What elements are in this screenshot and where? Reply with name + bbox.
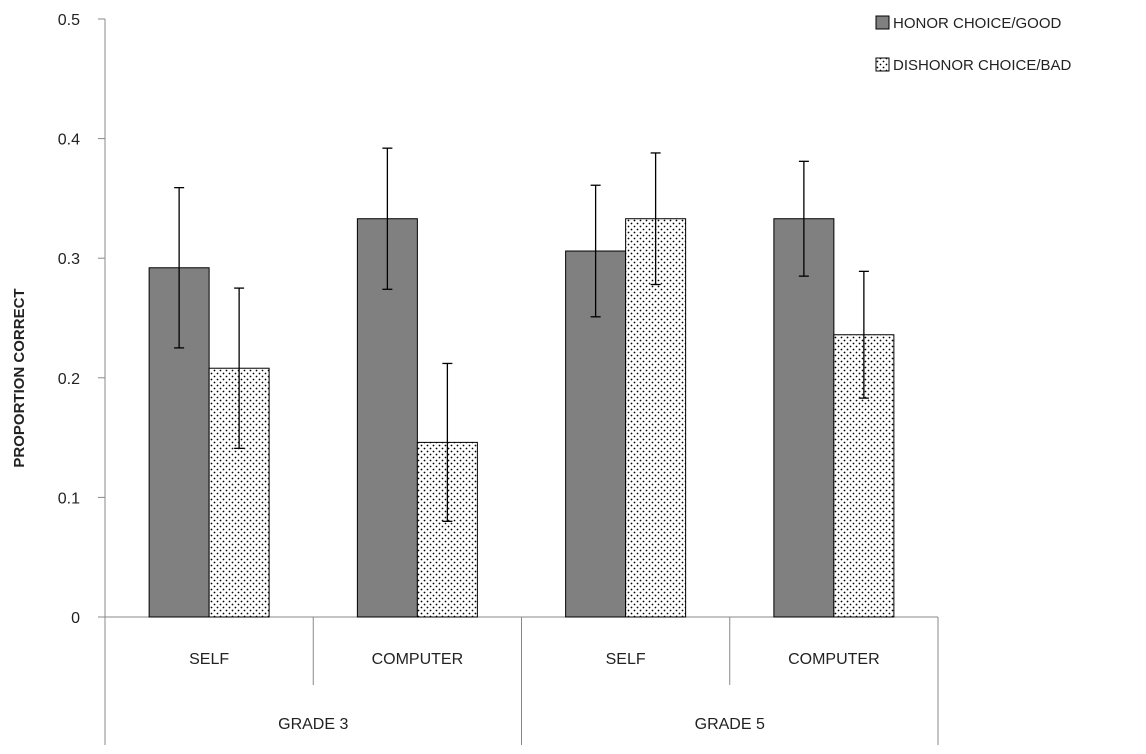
x-category-label: COMPUTER [372, 651, 464, 668]
y-tick-label: 0.4 [58, 132, 80, 149]
legend-swatch [875, 15, 890, 30]
bar-honor-3 [773, 218, 835, 618]
x-category-label: SELF [189, 651, 229, 668]
legend-swatch [875, 57, 890, 72]
y-tick-label: 0.2 [58, 371, 80, 388]
y-tick-label: 0.1 [58, 490, 80, 507]
legend-label: HONOR CHOICE/GOOD [893, 15, 1062, 32]
legend-label: DISHONOR CHOICE/BAD [893, 57, 1072, 74]
y-tick-label: 0.3 [58, 251, 80, 268]
x-group-label: GRADE 5 [695, 716, 765, 733]
x-category-label: COMPUTER [788, 651, 880, 668]
y-tick-label: 0.5 [58, 12, 80, 29]
y-axis-title: PROPORTION CORRECT [11, 288, 28, 467]
x-category-label: SELF [606, 651, 646, 668]
bar-dishonor-2 [625, 218, 687, 618]
y-tick-label: 0 [71, 610, 80, 627]
x-group-label: GRADE 3 [278, 716, 348, 733]
